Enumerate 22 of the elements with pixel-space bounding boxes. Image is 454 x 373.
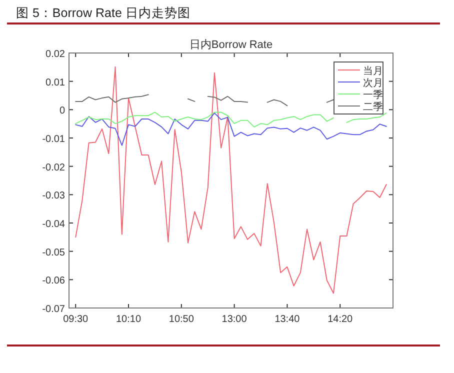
x-tick-label: 09:30 bbox=[63, 314, 89, 325]
x-tick-label: 13:40 bbox=[274, 314, 300, 325]
legend-label: 二季 bbox=[363, 101, 383, 113]
x-tick-label: 13:00 bbox=[222, 314, 248, 325]
y-tick-label: -0.01 bbox=[42, 134, 66, 145]
y-tick-label: 0.01 bbox=[46, 77, 66, 88]
y-tick-label: -0.03 bbox=[42, 190, 66, 202]
x-tick-label: 10:10 bbox=[116, 314, 142, 325]
y-tick-label: -0.06 bbox=[42, 276, 66, 287]
y-tick-label: -0.05 bbox=[42, 247, 66, 258]
legend-label: 一季 bbox=[363, 89, 383, 101]
y-tick-label: -0.02 bbox=[42, 162, 66, 174]
y-tick-label: 0.02 bbox=[46, 49, 66, 60]
y-tick-label: -0.07 bbox=[42, 304, 66, 315]
x-tick-label: 14:20 bbox=[328, 314, 354, 325]
chart-subtitle: 日内Borrow Rate bbox=[189, 38, 273, 51]
legend-label: 次月 bbox=[363, 78, 383, 89]
y-tick-label: 0 bbox=[59, 106, 66, 117]
chart-title: 图 5：Borrow Rate 日内走势图 bbox=[16, 6, 190, 20]
x-tick-label: 10:50 bbox=[168, 314, 194, 325]
y-tick-label: -0.04 bbox=[42, 219, 66, 230]
legend-label: 当月 bbox=[363, 65, 383, 77]
